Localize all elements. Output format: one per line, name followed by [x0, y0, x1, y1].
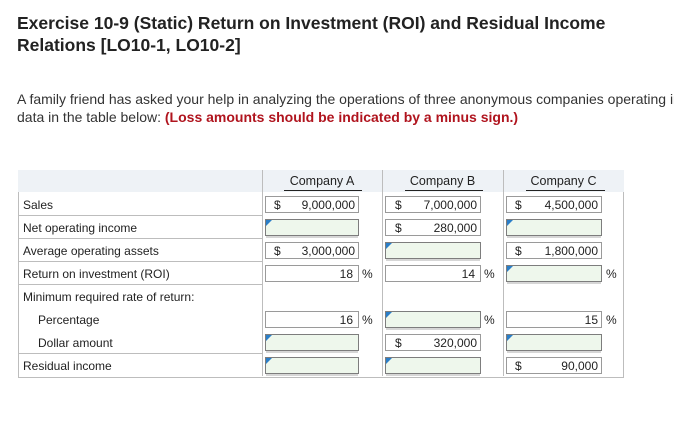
- percent-sign: %: [484, 267, 495, 281]
- dollar-sign: $: [515, 359, 522, 373]
- input-c-min-dollar[interactable]: [506, 334, 602, 353]
- divider: [18, 261, 262, 262]
- cell-b-roi-box: [385, 265, 481, 282]
- table-header-row: [18, 170, 624, 192]
- row-label-sales: Sales: [23, 198, 54, 212]
- input-shadow: [507, 282, 601, 284]
- input-marker: [266, 335, 272, 341]
- row-label-residual: Residual income: [23, 359, 112, 373]
- input-shadow: [386, 328, 480, 330]
- row-label-avg-assets: Average operating assets: [23, 244, 159, 258]
- input-b-avg-assets[interactable]: [385, 242, 481, 261]
- input-marker: [266, 358, 272, 364]
- input-marker: [507, 220, 513, 226]
- cell-c-avg-assets: 1,800,000: [544, 244, 598, 258]
- divider: [503, 170, 504, 376]
- percent-sign: %: [484, 313, 495, 327]
- cell-c-residual: 90,000: [561, 359, 598, 373]
- cell-b-sales: 7,000,000: [423, 198, 477, 212]
- dollar-sign: $: [515, 198, 522, 212]
- divider: [262, 170, 263, 376]
- cell-a-sales-box: [265, 196, 359, 213]
- percent-sign: %: [606, 267, 617, 281]
- page-title: Exercise 10-9 (Static) Return on Investm…: [17, 13, 606, 55]
- divider: [18, 353, 262, 354]
- input-shadow: [386, 259, 480, 261]
- percent-sign: %: [362, 267, 373, 281]
- cell-a-avg-assets-box: [265, 242, 359, 259]
- cell-a-roi-box: [265, 265, 359, 282]
- input-shadow: [266, 351, 358, 353]
- divider: [18, 238, 262, 239]
- input-b-residual[interactable]: [385, 357, 481, 376]
- cell-a-roi: 18: [339, 267, 353, 281]
- instructions-note: (Loss amounts should be indicated by a m…: [164, 109, 519, 125]
- cell-b-roi: 14: [461, 267, 475, 281]
- cell-c-sales: 4,500,000: [544, 198, 598, 212]
- cell-b-net-income-box: [385, 219, 481, 236]
- header-underline: [405, 190, 483, 191]
- input-c-roi[interactable]: [506, 265, 602, 284]
- input-a-min-dollar[interactable]: [265, 334, 359, 353]
- cell-a-min-pct-box: [265, 311, 359, 328]
- percent-sign: %: [606, 313, 617, 327]
- instructions: A family friend has asked your help in a…: [17, 90, 674, 126]
- input-b-min-pct[interactable]: [385, 311, 481, 330]
- divider: [18, 284, 262, 285]
- dollar-sign: $: [515, 244, 522, 258]
- input-marker: [507, 266, 513, 272]
- row-label-net-income: Net operating income: [23, 221, 138, 235]
- input-marker: [386, 358, 392, 364]
- cell-c-min-pct: 15: [584, 313, 598, 327]
- dollar-sign: $: [274, 244, 281, 258]
- input-c-net-income[interactable]: [506, 219, 602, 238]
- input-marker: [386, 312, 392, 318]
- divider: [382, 170, 383, 376]
- input-marker: [507, 335, 513, 341]
- dollar-sign: $: [395, 221, 402, 235]
- input-a-residual[interactable]: [265, 357, 359, 376]
- input-shadow: [507, 351, 601, 353]
- cell-a-sales: 9,000,000: [301, 198, 355, 212]
- input-marker: [386, 243, 392, 249]
- cell-a-avg-assets: 3,000,000: [301, 244, 355, 258]
- input-a-net-income[interactable]: [265, 219, 359, 238]
- divider: [18, 215, 262, 216]
- dollar-sign: $: [395, 198, 402, 212]
- data-table: Company A Company B Company C Sales Net …: [18, 170, 624, 378]
- cell-b-min-dollar: 320,000: [433, 336, 477, 350]
- instructions-text: A family friend has asked your help in a…: [17, 91, 674, 125]
- input-shadow: [507, 236, 601, 238]
- row-label-percentage: Percentage: [38, 313, 100, 327]
- cell-b-min-dollar-box: [385, 334, 481, 351]
- cell-c-min-pct-box: [506, 311, 602, 328]
- input-shadow: [266, 374, 358, 376]
- cell-b-net-income: 280,000: [433, 221, 477, 235]
- row-label-roi: Return on investment (ROI): [23, 267, 170, 281]
- cell-a-min-pct: 16: [339, 313, 353, 327]
- header-company-a: Company A: [289, 174, 355, 188]
- cell-c-avg-assets-box: [506, 242, 602, 259]
- header-company-c: Company C: [530, 174, 597, 188]
- cell-c-residual-box: [506, 357, 602, 374]
- input-shadow: [386, 374, 480, 376]
- cell-c-sales-box: [506, 196, 602, 213]
- cell-b-sales-box: [385, 196, 481, 213]
- header-underline: [284, 190, 362, 191]
- percent-sign: %: [362, 313, 373, 327]
- header-underline: [526, 190, 605, 191]
- header-company-b: Company B: [409, 174, 476, 188]
- row-label-min-rate: Minimum required rate of return:: [23, 290, 195, 304]
- dollar-sign: $: [274, 198, 281, 212]
- dollar-sign: $: [395, 336, 402, 350]
- input-shadow: [266, 236, 358, 238]
- input-marker: [266, 220, 272, 226]
- row-label-dollar-amount: Dollar amount: [38, 336, 113, 350]
